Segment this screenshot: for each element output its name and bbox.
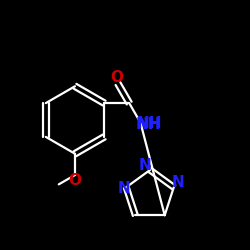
Text: NH: NH [136,117,162,132]
Text: O: O [110,70,123,85]
Text: N: N [117,181,130,196]
Text: N: N [172,175,185,190]
Text: NH: NH [136,116,162,131]
Text: O: O [68,173,82,188]
Text: N: N [138,158,151,173]
